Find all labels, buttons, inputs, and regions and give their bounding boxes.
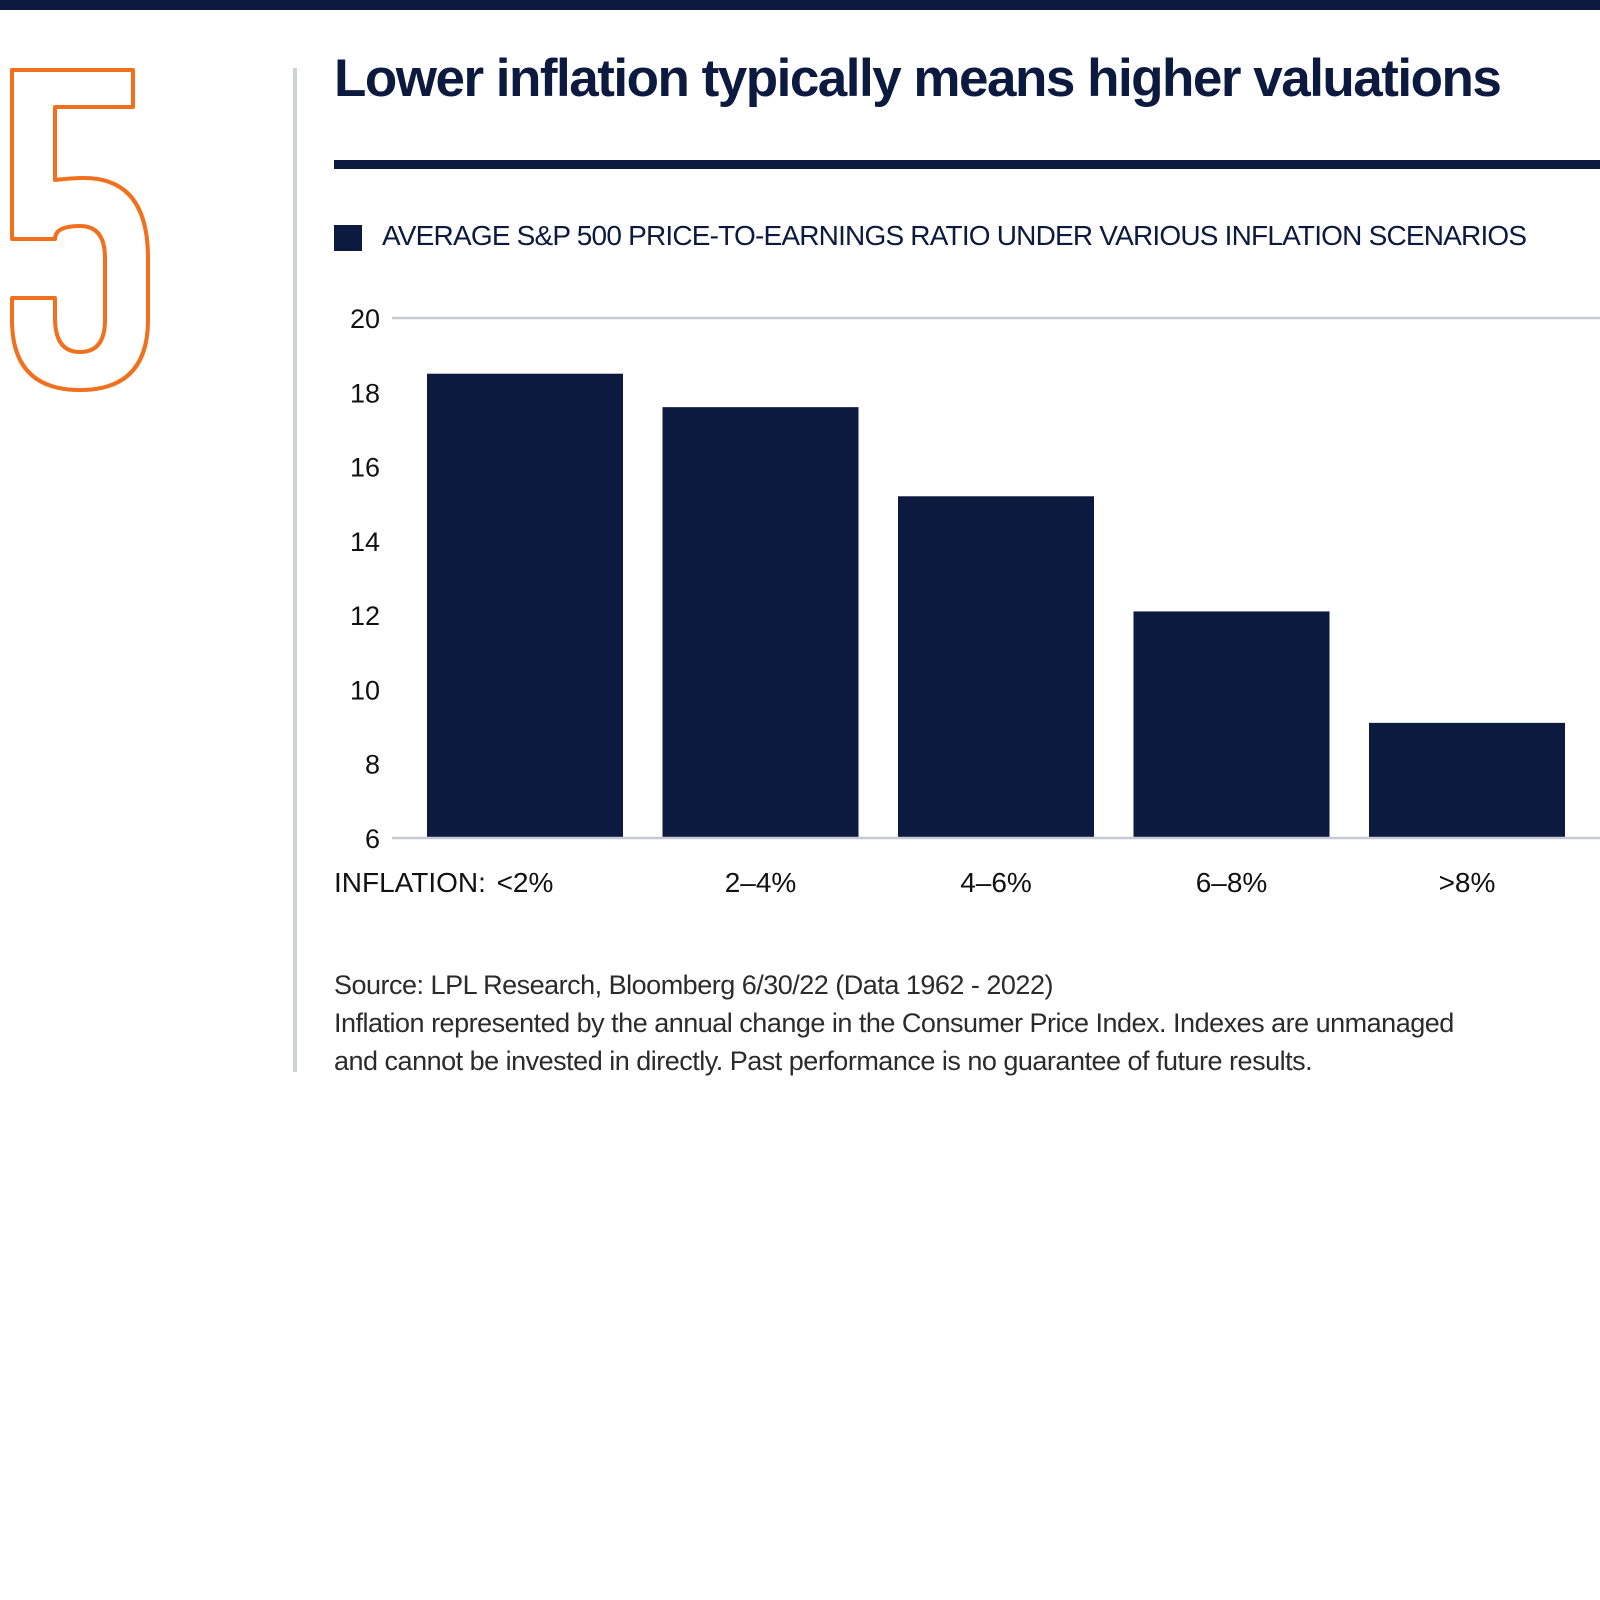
x-category-label: <2% [497, 867, 554, 898]
bar [1369, 722, 1565, 838]
bar [427, 373, 623, 838]
bar [662, 407, 859, 838]
x-category-label: >8% [1439, 867, 1496, 898]
source-note: Source: LPL Research, Bloomberg 6/30/22 … [334, 966, 1524, 1080]
y-tick-label: 6 [365, 824, 380, 854]
x-category-label: 2–4% [725, 867, 797, 898]
source-line: Inflation represented by the annual chan… [334, 1008, 1454, 1038]
x-category-label: 4–6% [960, 867, 1032, 898]
legend-label: AVERAGE S&P 500 PRICE-TO-EARNINGS RATIO … [382, 220, 1527, 251]
bar [898, 496, 1094, 838]
y-tick-label: 14 [350, 527, 380, 557]
x-axis-label: INFLATION: [334, 867, 486, 898]
vertical-divider [293, 68, 297, 1072]
title-rule [334, 160, 1600, 169]
x-category-label: 6–8% [1196, 867, 1268, 898]
page-title: Lower inflation typically means higher v… [334, 49, 1502, 108]
y-tick-label: 20 [350, 304, 380, 334]
legend-swatch [334, 225, 362, 251]
section-number-five: 5 [10, 68, 150, 392]
y-tick-label: 8 [365, 750, 380, 780]
source-line: and cannot be invested in directly. Past… [334, 1046, 1313, 1076]
y-tick-label: 10 [350, 675, 380, 705]
bar [1133, 611, 1330, 838]
y-tick-label: 18 [350, 378, 380, 408]
bar-chart: 20 18 16 14 12 10 8 6 <2% 2–4% 4–6% 6–8% >8% INFLATIO… [334, 304, 1600, 898]
y-tick-label: 16 [350, 453, 380, 483]
y-tick-label: 12 [350, 601, 380, 631]
source-line: Source: LPL Research, Bloomberg 6/30/22 … [334, 970, 1053, 1000]
top-accent-bar [0, 0, 1600, 10]
